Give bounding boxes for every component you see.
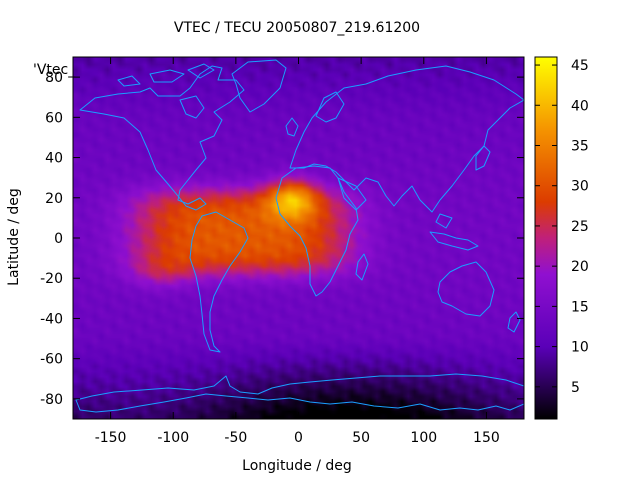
coastline-africa: [275, 165, 359, 297]
x-tick-label: 150: [473, 430, 500, 446]
y-tick-label: 60: [45, 110, 63, 126]
coastline-indonesia: [429, 213, 479, 251]
y-tick-label: -60: [40, 352, 63, 368]
x-tick-label: 50: [352, 430, 370, 446]
x-tick-label: 0: [294, 430, 303, 446]
colorbar-tick-label: 25: [571, 219, 589, 235]
y-axis-label: Latitude / deg: [6, 188, 22, 286]
colorbar-gradient: [534, 56, 558, 420]
x-tick-label: 100: [410, 430, 437, 446]
colorbar-tick-label: 35: [571, 138, 589, 154]
colorbar-tick-label: 10: [571, 340, 589, 356]
y-tick-label: 40: [45, 151, 63, 167]
colorbar-tick-label: 20: [571, 259, 589, 275]
coastline-australia: [437, 261, 495, 317]
coastline-arctic-islands: [117, 63, 215, 87]
coastline-arabia: [337, 177, 367, 211]
colorbar-tick-label: 5: [571, 380, 580, 396]
colorbar: 5 10 15 20 25 30 35 40 45: [534, 56, 589, 420]
y-axis: -80 -60 -40 -20 0 20 40 60 80: [40, 70, 524, 408]
coastline-antarctica: [75, 373, 524, 413]
x-axis: -150 -100 -50 0 50 100 150: [95, 57, 500, 446]
colorbar-tick-label: 15: [571, 299, 589, 315]
colorbar-tick-label: 30: [571, 179, 589, 195]
y-tick-label: -80: [40, 392, 63, 408]
coastline-north-america: [79, 65, 245, 211]
x-tick-label: -50: [224, 430, 247, 446]
colorbar-ticks: 5 10 15 20 25 30 35 40 45: [535, 58, 589, 396]
coastline-hudson-bay: [179, 95, 205, 119]
coastline-madagascar: [355, 253, 369, 281]
y-tick-label: -40: [40, 311, 63, 327]
x-tick-label: -150: [95, 430, 127, 446]
coastline-new-zealand: [507, 311, 521, 333]
colorbar-tick-label: 40: [571, 98, 589, 114]
y-tick-label: -20: [40, 271, 63, 287]
coastline-greenland: [231, 59, 287, 113]
y-tick-label: 0: [54, 231, 63, 247]
coastline-scandinavia: [315, 91, 345, 123]
chart-title: VTEC / TECU 20050807_219.61200: [174, 20, 420, 36]
x-tick-label: -100: [157, 430, 189, 446]
series-key: 'Vtec_: [33, 62, 76, 78]
plot-area: [73, 57, 524, 419]
coastline-south-america: [189, 211, 249, 353]
coastline-eurasia: [289, 65, 524, 213]
coastline-japan: [475, 145, 491, 171]
colorbar-tick-label: 45: [571, 58, 589, 74]
vtec-heatmap: [73, 57, 524, 419]
y-tick-label: 80: [45, 70, 63, 86]
x-axis-label: Longitude / deg: [242, 458, 352, 474]
coastline-britain: [285, 117, 299, 137]
coastlines: [75, 59, 524, 413]
y-tick-label: 20: [45, 191, 63, 207]
